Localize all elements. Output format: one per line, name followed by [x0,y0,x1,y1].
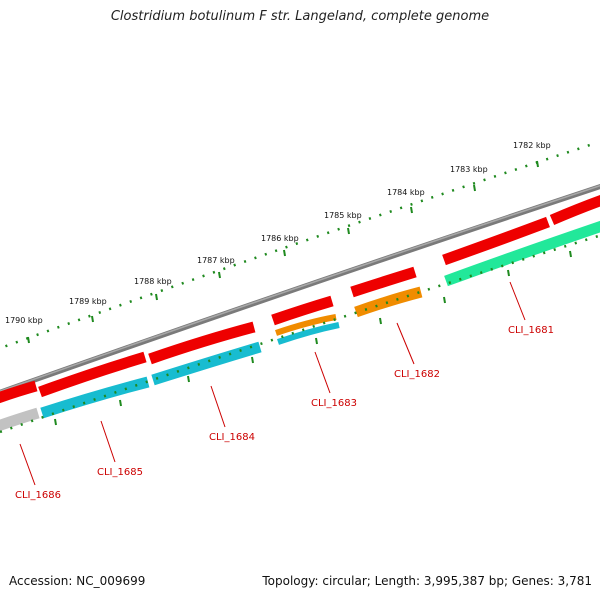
forward-gene [442,216,550,266]
topology-summary: Topology: circular; Length: 3,995,387 bp… [262,574,592,588]
leader-cli-1684 [210,385,226,428]
forward-gene [0,380,38,404]
gene-label-cli-1686[interactable]: CLI_1686 [15,490,61,501]
major-tick [347,227,350,235]
outer-scale [0,143,591,350]
scale-label-1790: 1790 kbp [5,316,43,325]
inner-scale-major-ticks [54,250,572,426]
major-tick [155,293,158,301]
major-tick [536,160,539,168]
minor-tick [443,296,446,304]
minor-tick [119,399,122,407]
scale-label-1782: 1782 kbp [513,141,551,150]
gene-block-cli-1685[interactable] [40,376,150,419]
leader-cli-1681 [509,281,526,321]
scale-label-1785: 1785 kbp [324,211,362,220]
gene-block-cli-1686[interactable] [0,407,40,432]
major-tick [283,249,286,257]
gene-label-cli-1684[interactable]: CLI_1684 [209,432,255,443]
genome-title: Clostridium botulinum F str. Langeland, … [110,9,490,24]
gene-label-cli-1682[interactable]: CLI_1682 [394,369,440,380]
forward-gene [350,266,417,298]
scale-label-1788: 1788 kbp [134,277,172,286]
genome-backbone-highlight [0,184,600,393]
gene-label-cli-1683[interactable]: CLI_1683 [311,398,357,409]
major-tick [27,336,30,344]
scale-label-1789: 1789 kbp [69,297,107,306]
scale-label-1783: 1783 kbp [450,165,488,174]
genome-backbone [0,184,600,395]
gene-block-cli-1684[interactable] [151,341,262,386]
forward-gene [148,321,256,365]
forward-gene [271,295,334,326]
minor-tick [569,250,572,258]
major-tick [473,184,476,192]
minor-tick [251,356,254,364]
gene-block-cli-1683-a[interactable] [275,314,337,336]
leader-cli-1682 [396,322,415,365]
forward-strand-genes [0,194,600,404]
leader-cli-1686 [19,443,36,486]
leader-cli-1683 [314,351,331,394]
minor-tick [379,317,382,325]
annotated-genes [0,220,600,432]
gene-block-cli-1683-b[interactable] [277,322,340,345]
minor-tick [54,418,57,426]
scale-label-1784: 1784 kbp [387,188,425,197]
minor-tick [507,269,510,277]
scale-label-1786: 1786 kbp [261,234,299,243]
gene-label-cli-1685[interactable]: CLI_1685 [97,467,143,478]
major-tick [91,315,94,323]
forward-gene [38,351,147,398]
inner-scale [0,234,600,434]
scale-label-1787: 1787 kbp [197,256,235,265]
gene-leader-lines [19,281,526,486]
outer-scale-dots [0,143,591,350]
major-tick [218,271,221,279]
gene-label-cli-1681[interactable]: CLI_1681 [508,325,554,336]
scale-labels: 1782 kbp 1783 kbp 1784 kbp 1785 kbp 1786… [5,141,551,325]
minor-tick [187,375,190,383]
forward-gene [549,194,600,226]
outer-scale-major-ticks [27,160,539,344]
accession-label: Accession: NC_009699 [9,574,146,588]
leader-cli-1685 [100,420,116,463]
major-tick [410,206,413,214]
gene-labels: CLI_1681 CLI_1682 CLI_1683 CLI_1684 CLI_… [15,325,554,501]
inner-scale-dots [0,234,600,434]
minor-tick [315,337,318,345]
gene-block-cli-1681[interactable] [444,220,600,287]
gene-block-cli-1682[interactable] [354,286,423,318]
